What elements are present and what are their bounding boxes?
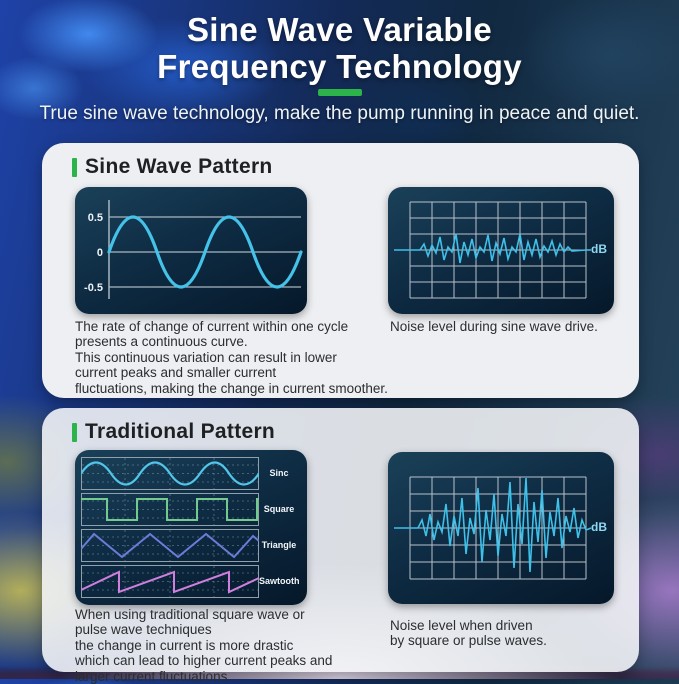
sine-wave-line	[107, 215, 303, 289]
waveform-strip-square: Square	[81, 492, 303, 526]
db-unit-label: dB	[591, 520, 607, 534]
square-strip-svg	[81, 492, 259, 526]
sine-wave-pattern-card: Sine Wave Pattern 0.5 0 -0.5	[42, 143, 639, 398]
waveform-label-square: Square	[263, 504, 295, 514]
traditional-pattern-card: Traditional Pattern Sinc	[42, 408, 639, 684]
square-strip-line	[81, 497, 259, 521]
page-title-line2: Frequency Technology	[157, 47, 522, 85]
sine-card-header: Sine Wave Pattern	[72, 155, 273, 179]
green-accent-dash	[317, 89, 362, 96]
sine-noise-caption: Noise level during sine wave drive.	[390, 319, 598, 334]
db-unit-label: dB	[591, 242, 607, 256]
sine-wave-svg: 0.5 0 -0.5	[84, 200, 303, 299]
waveform-label-sine: Sinc	[269, 468, 289, 478]
high-noise-line	[394, 477, 592, 573]
traditional-description: When using traditional square wave or pu…	[75, 607, 333, 684]
sine-description: The rate of change of current within one…	[75, 319, 388, 396]
page-title: Sine Wave Variable Frequency Technology	[0, 11, 679, 86]
waveform-scopes-panel: Sinc Square Triangle	[75, 450, 307, 605]
traditional-noise-svg	[394, 476, 592, 580]
sine-strip-line	[81, 460, 259, 486]
waveform-strip-triangle: Triangle	[81, 528, 303, 562]
y-tick-neg: -0.5	[84, 282, 103, 294]
traditional-noise-caption: Noise level when driven by square or pul…	[390, 618, 547, 649]
green-bar-icon	[72, 157, 77, 177]
triangle-strip-svg	[81, 528, 259, 562]
traditional-noise-chart: dB	[388, 452, 614, 604]
waveform-label-sawtooth: Sawtooth	[259, 576, 300, 586]
y-tick-pos: 0.5	[88, 212, 103, 224]
traditional-card-heading: Traditional Pattern	[85, 420, 276, 443]
page-title-line1: Sine Wave Variable	[187, 11, 492, 48]
waveform-label-triangle: Triangle	[261, 540, 297, 550]
sawtooth-strip-svg	[81, 564, 259, 598]
sawtooth-strip-line	[81, 569, 259, 594]
waveform-strip-sine: Sinc	[81, 456, 303, 490]
y-tick-zero: 0	[97, 247, 103, 259]
traditional-card-header: Traditional Pattern	[72, 420, 275, 444]
page-subtitle: True sine wave technology, make the pump…	[39, 103, 640, 124]
sine-card-heading: Sine Wave Pattern	[85, 155, 273, 178]
triangle-strip-line	[81, 532, 259, 558]
sine-noise-svg	[394, 201, 591, 299]
low-noise-line	[394, 233, 591, 264]
noise-grid	[409, 476, 587, 580]
green-bar-icon	[72, 422, 77, 442]
sine-wave-chart: 0.5 0 -0.5	[75, 187, 307, 314]
waveform-strip-sawtooth: Sawtooth	[81, 564, 303, 598]
sine-strip-svg	[81, 456, 259, 490]
sine-noise-chart: dB	[388, 187, 614, 314]
